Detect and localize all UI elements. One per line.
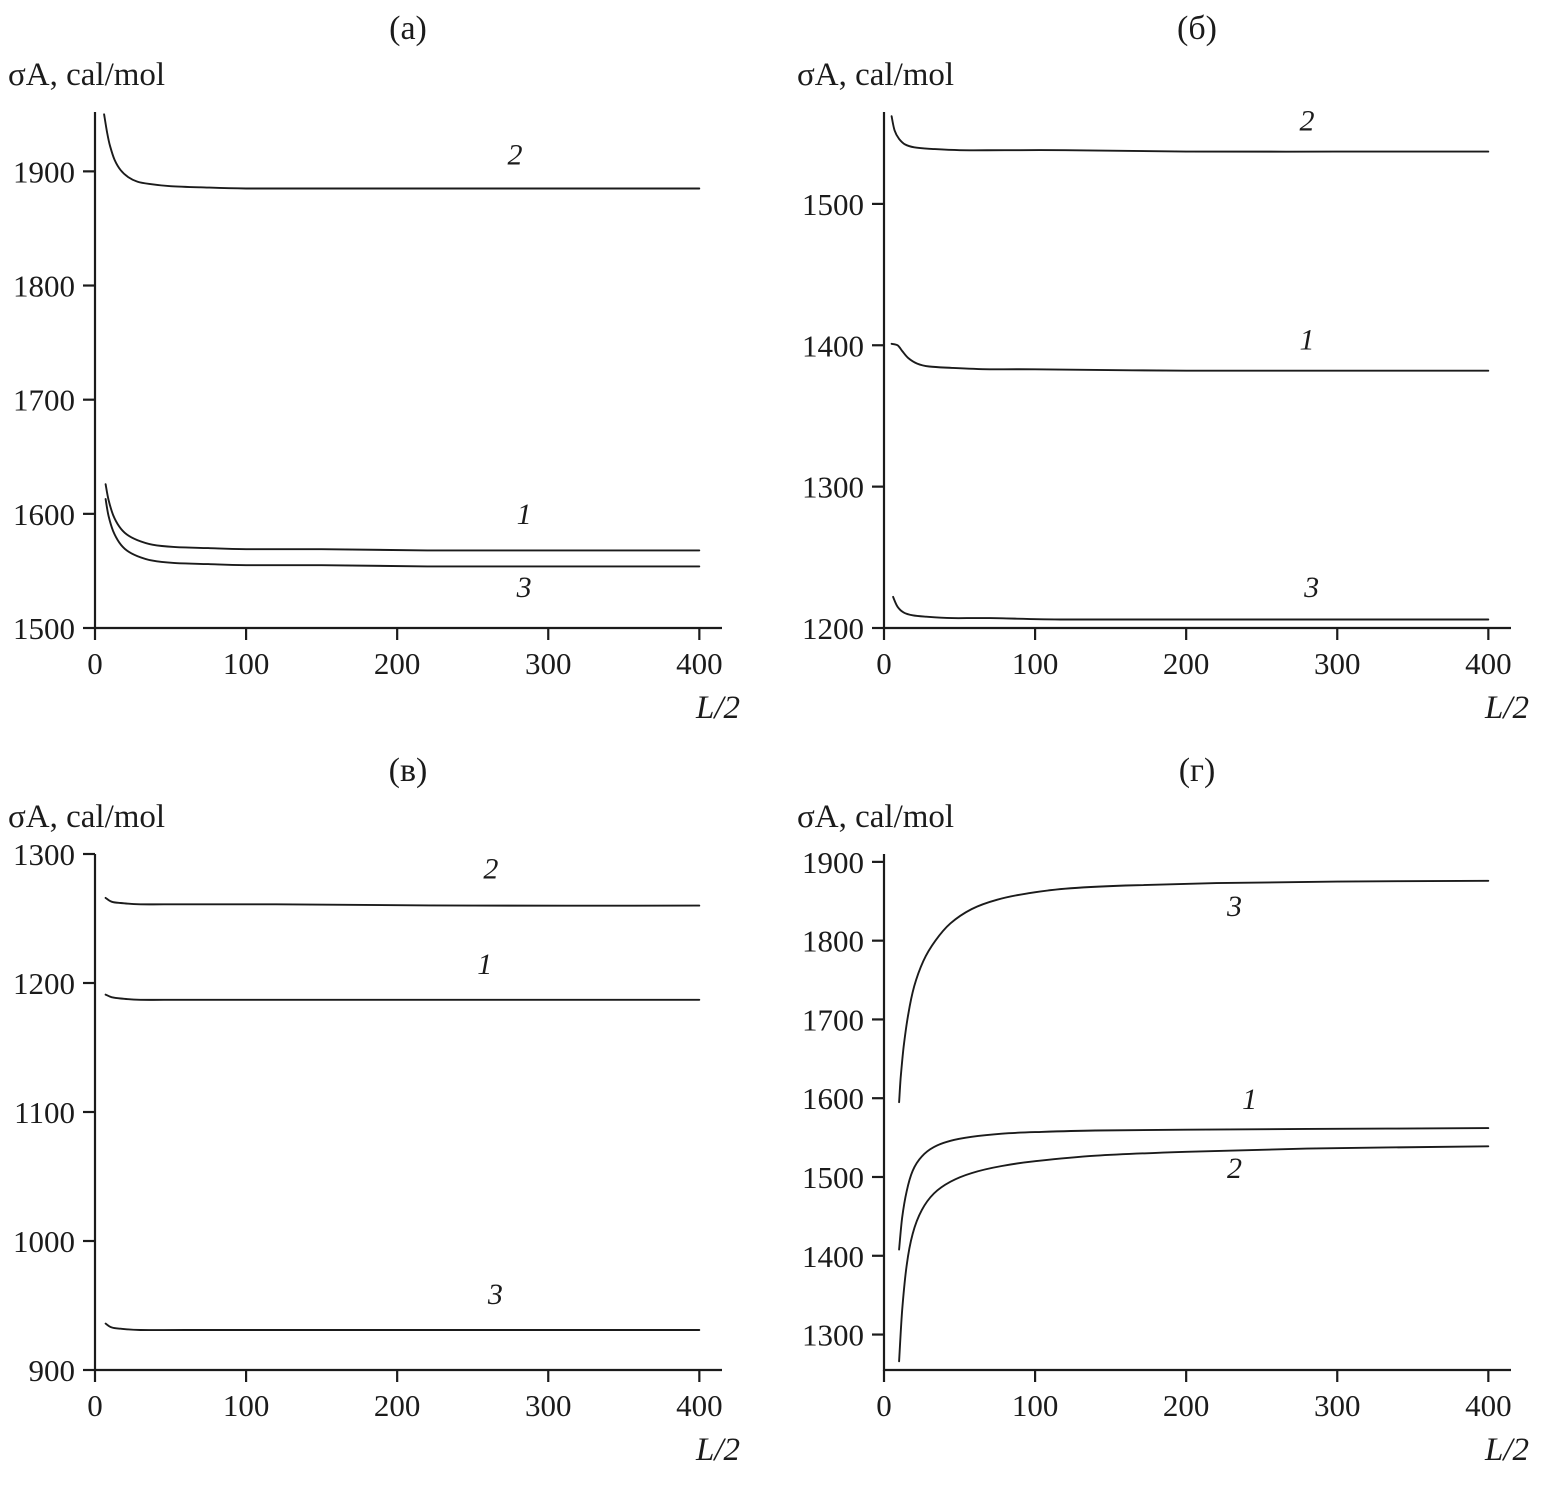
x-tick-label: 300 <box>1314 646 1361 681</box>
y-tick-label: 1800 <box>13 269 75 304</box>
curve-label-2: 2 <box>1227 1152 1242 1185</box>
panel-g-title: (г) <box>1178 752 1216 789</box>
panel-b: (б) σA, cal/mol 1200 1300 1400 1500 0 100 200 3… <box>773 0 1547 742</box>
y-tick-label: 900 <box>29 1353 76 1388</box>
x-tick-label: 200 <box>1163 646 1210 681</box>
x-tick-label: 200 <box>374 1388 421 1423</box>
x-tick-label: 400 <box>1465 646 1512 681</box>
panel-b-title: (б) <box>1177 10 1217 47</box>
panel-b-y-axis-label: σA, cal/mol <box>797 57 955 93</box>
y-tick-label: 1300 <box>13 840 75 872</box>
curve-label-3: 3 <box>516 571 532 604</box>
panel-g-y-axis-label: σA, cal/mol <box>797 799 955 835</box>
panel-b-plot-area: 1200 1300 1400 1500 0 100 200 300 400 2 1 3 <box>802 104 1512 681</box>
x-tick-label: 0 <box>87 1388 103 1423</box>
panel-v-y-axis-label: σA, cal/mol <box>8 799 166 835</box>
curve-line-3 <box>892 595 1490 621</box>
y-tick-label: 1100 <box>14 1095 75 1130</box>
curve-label-2: 2 <box>483 853 498 886</box>
panel-a-title: (а) <box>389 10 427 47</box>
curve-label-2: 2 <box>508 139 523 172</box>
x-tick-label: 200 <box>1163 1388 1210 1423</box>
axis-line <box>93 854 722 1372</box>
x-tick-label: 0 <box>876 1388 892 1423</box>
curve-line-2 <box>890 115 1490 153</box>
curve-line-1 <box>890 342 1490 372</box>
y-tick-label: 1700 <box>802 1002 864 1037</box>
y-tick-label: 1600 <box>802 1081 864 1116</box>
curve-line-3 <box>104 1322 701 1332</box>
panel-b-x-axis-label: L/2 <box>1484 690 1529 726</box>
x-tick-label: 300 <box>1314 1388 1361 1423</box>
curve-label-1: 1 <box>477 948 492 981</box>
panel-g-x-axis-label: L/2 <box>1484 1432 1529 1468</box>
y-tick-label: 1300 <box>802 1318 864 1353</box>
panel-v-x-axis-label: L/2 <box>695 1432 740 1468</box>
y-tick-label: 1500 <box>802 1160 864 1195</box>
panel-a-plot-area: 1500 1600 1700 1800 1900 0 100 200 300 400 2 1 3 <box>13 112 723 681</box>
y-tick-label: 1300 <box>802 470 864 505</box>
curve-line-1 <box>104 993 701 1001</box>
curve-line-2 <box>898 1145 1490 1363</box>
y-tick-label: 1700 <box>13 383 75 418</box>
curve-line-1 <box>898 1127 1490 1251</box>
panel-a: (а) σA, cal/mol 1500 1600 1700 1800 1900 0 100… <box>0 0 773 742</box>
x-tick-label: 400 <box>676 1388 723 1423</box>
y-tick-label: 1500 <box>13 611 75 646</box>
x-tick-label: 300 <box>525 1388 572 1423</box>
y-tick-label: 1200 <box>802 611 864 646</box>
y-tick-label: 1500 <box>802 187 864 222</box>
axis-line <box>882 854 1511 1372</box>
panel-a-x-axis-label: L/2 <box>695 690 740 726</box>
curve-label-3: 3 <box>1303 571 1319 604</box>
x-tick-label: 300 <box>525 646 572 681</box>
curve-line-2 <box>104 896 701 907</box>
panel-v: (в) σA, cal/mol 900 1000 1100 1200 1300 0 100 2… <box>0 742 773 1485</box>
y-tick-label: 1900 <box>802 845 864 880</box>
panel-v-title: (в) <box>388 752 428 789</box>
x-tick-label: 400 <box>1465 1388 1512 1423</box>
x-tick-label: 200 <box>374 646 421 681</box>
curve-line-3 <box>898 879 1490 1104</box>
panel-g-plot-area: 1300 1400 1500 1600 1700 1800 1900 0 100 200 300 40… <box>802 845 1512 1423</box>
y-tick-label: 1600 <box>13 497 75 532</box>
x-tick-label: 0 <box>87 646 103 681</box>
y-tick-label: 1000 <box>13 1224 75 1259</box>
x-tick-label: 400 <box>676 646 723 681</box>
curve-label-3: 3 <box>487 1278 503 1311</box>
y-tick-label: 1800 <box>802 924 864 959</box>
curve-label-1: 1 <box>517 498 532 531</box>
panel-a-y-axis-label: σA, cal/mol <box>8 57 166 93</box>
curve-label-1: 1 <box>1242 1083 1257 1116</box>
x-tick-label: 100 <box>1012 646 1059 681</box>
y-tick-label: 1200 <box>13 966 75 1001</box>
y-tick-label: 1400 <box>802 328 864 363</box>
curve-line-3 <box>104 498 701 568</box>
curve-line-2 <box>103 113 701 190</box>
curve-label-3: 3 <box>1226 890 1242 923</box>
x-tick-label: 100 <box>223 1388 270 1423</box>
x-tick-label: 0 <box>876 646 892 681</box>
curve-label-2: 2 <box>1300 104 1315 137</box>
panel-v-plot-area: 900 1000 1100 1200 1300 0 100 200 300 400 2 1 3 <box>13 840 723 1423</box>
curve-label-1: 1 <box>1300 324 1315 357</box>
panel-g: (г) σA, cal/mol 1300 1400 1500 1600 1700 1800… <box>773 742 1547 1485</box>
x-tick-label: 100 <box>1012 1388 1059 1423</box>
y-tick-label: 1900 <box>13 154 75 189</box>
x-tick-label: 100 <box>223 646 270 681</box>
curve-line-1 <box>104 483 701 552</box>
y-tick-label: 1400 <box>802 1239 864 1274</box>
